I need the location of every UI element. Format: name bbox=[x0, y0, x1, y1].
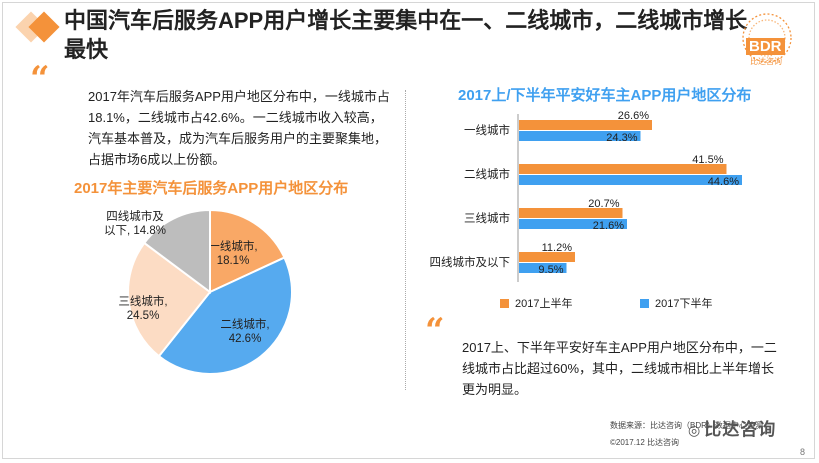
data-source: 数据来源：比达咨询（BDR）数据中心监测 bbox=[610, 421, 763, 430]
pie-slice-1 bbox=[157, 256, 293, 375]
legend-swatch-second-half bbox=[640, 299, 649, 308]
pie-slice-2 bbox=[127, 241, 212, 358]
right-paragraph: 2017上、下半年平安好车主APP用户地区分布中，一二线城市占比超过60%，其中… bbox=[462, 340, 777, 397]
legend-first-half: 2017上半年 bbox=[500, 295, 572, 311]
bar-category-1: 二线城市 bbox=[464, 167, 510, 181]
bar-value-3-0: 11.2% bbox=[542, 242, 573, 254]
bar-1-0 bbox=[519, 164, 727, 174]
bar-value-2-0: 20.7% bbox=[588, 198, 619, 210]
right-quote-mark: “ bbox=[425, 311, 445, 351]
pie-label-1: 二线城市, 42.6% bbox=[220, 317, 269, 345]
pie-label-3: 四线城市及以下, 14.8% bbox=[105, 209, 166, 237]
bar-1-1 bbox=[519, 175, 742, 185]
left-paragraph: 2017年汽车后服务APP用户地区分布中，一线城市占18.1%，二线城市占42.… bbox=[88, 89, 390, 167]
legend-label-first-half: 2017上半年 bbox=[515, 298, 573, 310]
legend-label-second-half: 2017下半年 bbox=[655, 298, 713, 310]
watermark: ◎ 比达咨询 bbox=[688, 415, 776, 440]
column-divider bbox=[405, 90, 406, 390]
bar-category-0: 一线城市 bbox=[464, 123, 510, 137]
wechat-icon: ◎ bbox=[688, 422, 702, 438]
logo-subtitle: 比达咨询 bbox=[750, 57, 782, 66]
pie-slice-3 bbox=[142, 208, 211, 294]
copyright: ©2017.12 比达咨询 bbox=[610, 438, 680, 447]
logo-name: BDR bbox=[746, 38, 785, 55]
slide-frame bbox=[2, 2, 815, 459]
bar-value-0-0: 26.6% bbox=[618, 110, 649, 122]
pie-label-0: 一线城市, 18.1% bbox=[208, 239, 257, 267]
legend-swatch-first-half bbox=[500, 299, 509, 308]
bar-chart: 一线城市 26.6% 24.3% 二线城市 41.5% 44.6% 三线城市 20.7% 21.… bbox=[430, 110, 742, 282]
pie-slice-0 bbox=[209, 208, 286, 294]
bar-value-1-1: 44.6% bbox=[708, 176, 739, 188]
bar-3-1 bbox=[519, 263, 567, 273]
watermark-text: 比达咨询 bbox=[704, 420, 777, 439]
bar-3-0 bbox=[519, 252, 575, 262]
bar-value-1-0: 41.5% bbox=[692, 154, 723, 166]
pie-title: 2017年主要汽车后服务APP用户地区分布 bbox=[74, 180, 349, 197]
bar-2-1 bbox=[519, 219, 627, 229]
legend-second-half: 2017下半年 bbox=[640, 295, 712, 311]
left-quote-mark: “ bbox=[30, 59, 50, 99]
pie-label-2: 三线城市, 24.5% bbox=[118, 294, 167, 322]
bar-title: 2017上/下半年平安好车主APP用户地区分布 bbox=[458, 87, 752, 104]
bar-0-1 bbox=[519, 131, 641, 141]
bar-category-3: 四线城市及以下 bbox=[430, 255, 511, 269]
bar-category-2: 三线城市 bbox=[464, 211, 510, 225]
page-number: 8 bbox=[800, 447, 806, 457]
bar-value-2-1: 21.6% bbox=[593, 220, 624, 232]
bar-2-0 bbox=[519, 208, 623, 218]
bar-value-0-1: 24.3% bbox=[606, 132, 637, 144]
page-title: 中国汽车后服务APP用户增长主要集中在一、二线城市，二线城市增长最快 bbox=[64, 8, 748, 62]
pie-chart: 一线城市, 18.1% 二线城市, 42.6% 三线城市, 24.5% 四线城市及以下, 1… bbox=[105, 208, 293, 375]
bar-0-0 bbox=[519, 120, 652, 130]
bar-value-3-1: 9.5% bbox=[538, 264, 563, 276]
